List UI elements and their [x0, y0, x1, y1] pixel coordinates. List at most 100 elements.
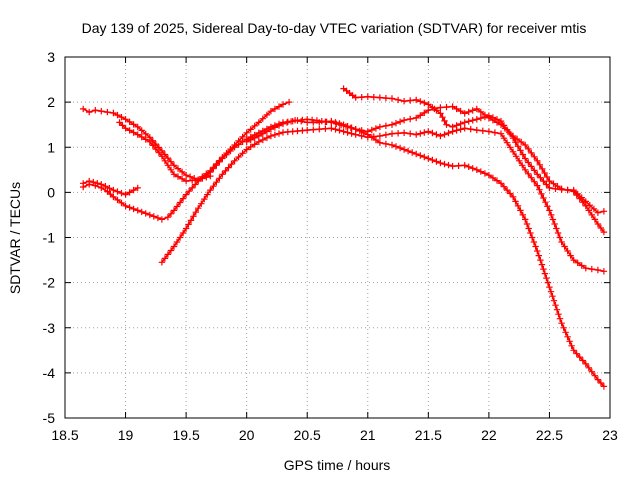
- data-point: [500, 135, 508, 142]
- data-point: [493, 116, 501, 123]
- data-point: [485, 172, 493, 179]
- data-point: [597, 224, 605, 232]
- data-point: [178, 168, 186, 176]
- data-point: [142, 130, 149, 138]
- data-point: [532, 243, 539, 250]
- data-point: [443, 103, 450, 111]
- data-point: [134, 131, 141, 138]
- data-point: [497, 117, 505, 125]
- data-point: [433, 158, 440, 165]
- data-point: [407, 130, 414, 137]
- data-point: [322, 118, 329, 125]
- data-point: [219, 171, 226, 178]
- data-point: [376, 139, 384, 146]
- data-point: [512, 153, 520, 160]
- data-point: [429, 104, 436, 111]
- data-point: [552, 185, 559, 192]
- data-point: [437, 159, 444, 167]
- data-point: [243, 129, 250, 136]
- data-point: [344, 129, 351, 136]
- data-point: [114, 196, 121, 204]
- series-track-2: [116, 98, 293, 185]
- data-point: [564, 333, 571, 340]
- data-point: [594, 220, 602, 228]
- data-point: [255, 119, 262, 126]
- data-point: [506, 190, 514, 197]
- data-point: [600, 228, 608, 236]
- data-point: [216, 175, 223, 182]
- data-point: [591, 372, 599, 379]
- data-point: [119, 122, 126, 129]
- data-point: [473, 126, 480, 134]
- data-point: [279, 101, 287, 108]
- data-point: [392, 143, 400, 150]
- data-point: [534, 171, 541, 178]
- chart-title: Day 139 of 2025, Sidereal Day-to-day VTE…: [82, 20, 587, 36]
- data-point: [187, 217, 195, 224]
- data-point: [417, 98, 424, 105]
- data-point: [328, 117, 335, 125]
- data-point: [534, 247, 541, 255]
- data-point: [574, 259, 581, 266]
- data-point: [291, 117, 299, 124]
- data-point: [425, 101, 432, 108]
- data-point: [541, 169, 548, 177]
- data-point: [110, 109, 117, 117]
- data-point: [594, 376, 602, 383]
- data-point: [578, 262, 585, 269]
- data-point: [552, 302, 559, 309]
- data-point: [407, 115, 414, 123]
- data-point: [243, 138, 250, 145]
- data-point: [522, 141, 529, 149]
- data-point: [328, 125, 335, 132]
- data-point: [531, 178, 538, 185]
- data-point: [512, 198, 519, 205]
- y-tick-labels: 3 2 1 0 -1 -2 -3 -4 -5: [43, 49, 56, 426]
- data-point: [388, 130, 396, 137]
- data-point: [122, 116, 129, 123]
- data-point: [479, 127, 486, 134]
- data-point: [538, 261, 546, 268]
- data-point: [576, 353, 583, 361]
- data-point: [251, 141, 258, 148]
- data-point: [267, 132, 275, 140]
- data-point: [461, 125, 468, 132]
- data-point: [550, 180, 557, 187]
- data-point: [130, 186, 137, 194]
- data-point: [322, 125, 329, 132]
- ticks: [64, 56, 611, 419]
- data-point: [473, 116, 480, 123]
- data-point: [531, 153, 538, 160]
- data-point: [400, 117, 408, 124]
- data-point: [409, 149, 416, 156]
- data-point: [146, 211, 153, 219]
- data-point: [433, 107, 440, 114]
- data-point: [126, 204, 133, 211]
- data-point: [489, 114, 497, 121]
- data-point: [122, 191, 129, 198]
- data-point: [228, 161, 235, 168]
- data-point: [413, 150, 420, 158]
- data-point: [376, 94, 384, 101]
- data-point: [358, 94, 365, 101]
- data-point: [344, 123, 351, 130]
- data-point: [189, 177, 196, 184]
- data-point: [400, 98, 408, 105]
- data-point: [198, 200, 205, 207]
- data-point: [590, 205, 598, 213]
- data-point: [497, 180, 505, 187]
- data-point: [167, 210, 175, 217]
- data-point: [170, 207, 178, 214]
- data-point: [364, 134, 371, 141]
- data-point: [92, 107, 99, 114]
- data-point: [461, 162, 468, 169]
- data-point: [340, 121, 347, 128]
- data-point: [199, 174, 206, 182]
- data-point: [600, 268, 608, 275]
- data-point: [516, 157, 523, 164]
- data-point: [336, 120, 343, 127]
- data-point: [368, 126, 375, 134]
- series-track-4: [80, 177, 141, 198]
- data-point: [110, 193, 117, 201]
- data-point: [138, 133, 145, 141]
